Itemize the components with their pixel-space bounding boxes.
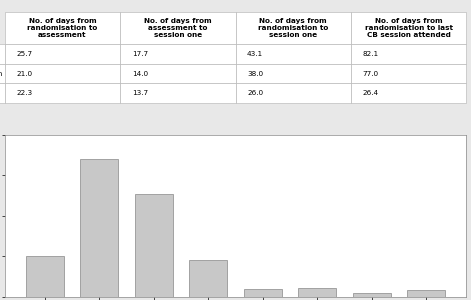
Bar (407, 290, 445, 297)
Bar (244, 289, 282, 297)
Bar (189, 260, 227, 297)
Bar (80, 159, 118, 297)
Bar (135, 194, 173, 297)
Bar (298, 288, 336, 297)
Bar (26, 256, 64, 297)
Bar (353, 293, 391, 297)
